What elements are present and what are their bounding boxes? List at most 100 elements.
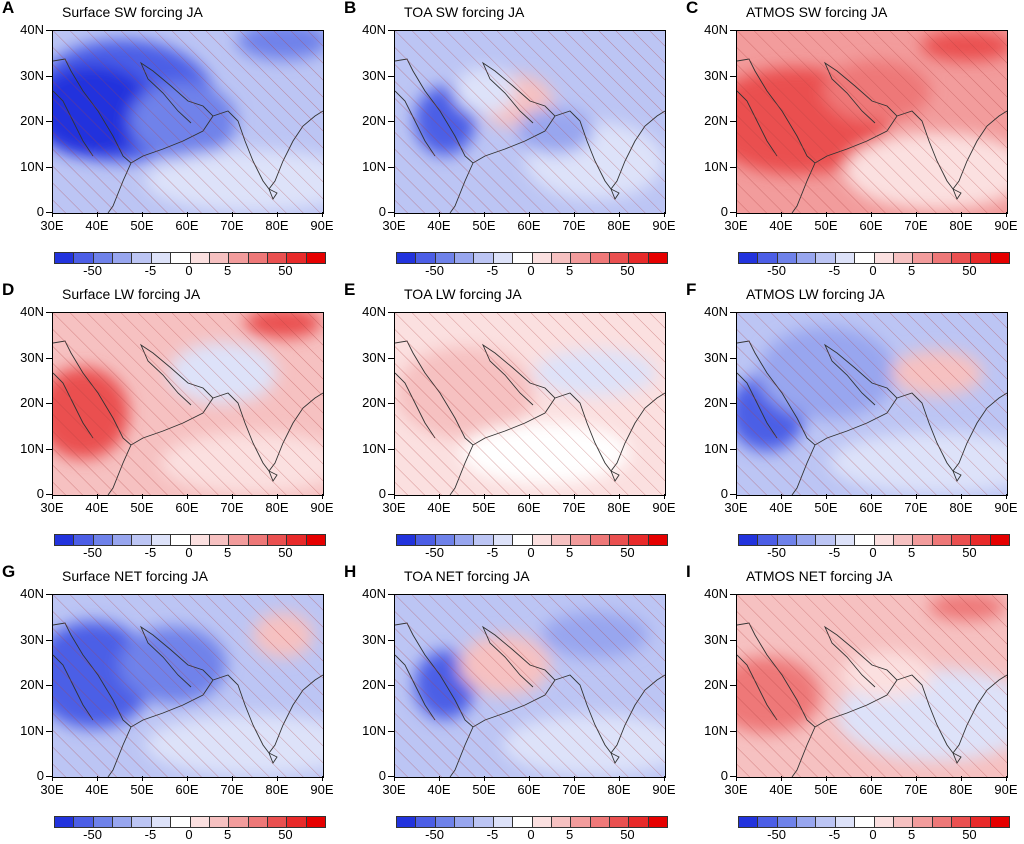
- lon-tick-label: 90E: [310, 782, 334, 797]
- map-plot: [52, 312, 324, 496]
- panel-letter: H: [344, 562, 357, 581]
- colorbar-swatch: [74, 535, 94, 545]
- lon-tick-label: 70E: [220, 500, 244, 515]
- lat-tick-mark: [730, 312, 736, 313]
- colorbar: [738, 534, 1010, 546]
- lon-tick-mark: [322, 212, 323, 217]
- lon-tick-mark: [961, 212, 962, 217]
- colorbar-swatch: [493, 253, 514, 263]
- lon-tick-mark: [277, 212, 278, 217]
- colorbar-label: 0: [869, 263, 877, 278]
- colorbar-label: 50: [278, 545, 293, 560]
- lon-tick-mark: [439, 776, 440, 781]
- colorbar-swatch: [532, 535, 552, 545]
- lat-tick-label: 0: [378, 486, 386, 501]
- lat-tick-mark: [730, 75, 736, 77]
- lon-tick-label: 50E: [814, 218, 838, 233]
- panel-letter: B: [344, 0, 357, 17]
- colorbar-swatch: [532, 817, 552, 827]
- lon-tick-label: 60E: [517, 218, 541, 233]
- panel-title: ATMOS NET forcing JA: [746, 568, 893, 584]
- lon-tick-mark: [97, 212, 98, 217]
- map-plot: [52, 30, 324, 214]
- significance-hatching: [395, 313, 665, 495]
- lat-tick-mark: [730, 357, 736, 359]
- lon-tick-mark: [619, 776, 620, 781]
- lon-tick-label: 70E: [904, 782, 928, 797]
- colorbar-label: 50: [620, 263, 635, 278]
- lon-tick-label: 90E: [994, 500, 1018, 515]
- lon-tick-mark: [871, 212, 872, 217]
- colorbar-swatch: [629, 535, 649, 545]
- colorbar-swatch: [758, 817, 778, 827]
- colorbar-swatch: [74, 817, 94, 827]
- colorbar-swatch: [151, 535, 172, 545]
- colorbar-swatch: [855, 535, 875, 545]
- lon-tick-label: 80E: [949, 218, 973, 233]
- colorbar-swatch: [990, 535, 1010, 545]
- lon-tick-mark: [277, 776, 278, 781]
- lon-tick-mark: [394, 494, 395, 499]
- lon-tick-mark: [1006, 494, 1007, 499]
- colorbar-swatch: [816, 535, 836, 545]
- colorbar-label: 5: [223, 827, 232, 842]
- colorbar: [396, 816, 668, 828]
- colorbar-swatch: [629, 253, 649, 263]
- colorbar-swatch: [609, 535, 630, 545]
- lat-tick-mark: [46, 212, 52, 213]
- lat-tick-mark: [730, 121, 736, 122]
- panel-i: I ATMOS NET forcing JA 40N 30N 20N 10N 0 30E 40E…: [684, 562, 1024, 844]
- lon-tick-label: 80E: [949, 782, 973, 797]
- colorbar-swatch: [609, 817, 630, 827]
- colorbar-swatch: [513, 535, 533, 545]
- lon-tick-label: 50E: [472, 782, 496, 797]
- lon-tick-mark: [187, 776, 188, 781]
- lat-tick-mark: [388, 594, 394, 595]
- lon-tick-label: 60E: [859, 500, 883, 515]
- lon-tick-label: 50E: [130, 500, 154, 515]
- lon-tick-mark: [916, 212, 917, 217]
- colorbar-label: -50: [83, 827, 102, 842]
- colorbar-swatch: [758, 253, 778, 263]
- colorbar-label: 5: [907, 827, 916, 842]
- lon-tick-label: 30E: [40, 782, 64, 797]
- colorbar-label: 5: [907, 545, 916, 560]
- lat-tick-mark: [46, 75, 52, 77]
- lon-tick-mark: [1006, 776, 1007, 781]
- lat-tick-mark: [730, 776, 736, 777]
- colorbar-swatch: [971, 535, 991, 545]
- lat-tick-label: 40N: [362, 586, 386, 601]
- lat-tick-label: 10N: [362, 722, 386, 738]
- lon-tick-mark: [439, 494, 440, 499]
- lat-tick-label: 10N: [704, 158, 728, 174]
- colorbar-swatch: [416, 535, 436, 545]
- lat-tick-mark: [46, 166, 52, 168]
- contour-map: [395, 595, 665, 777]
- map-plot: [52, 594, 324, 778]
- lon-tick-label: 70E: [904, 218, 928, 233]
- colorbar-label: -5: [828, 827, 841, 842]
- lat-tick-label: 20N: [704, 395, 728, 410]
- colorbar: [54, 534, 326, 546]
- lon-tick-mark: [52, 212, 53, 217]
- colorbar-swatch: [267, 535, 288, 545]
- lat-tick-label: 10N: [362, 158, 386, 174]
- lat-tick-label: 30N: [704, 349, 728, 365]
- colorbar-swatch: [990, 253, 1010, 263]
- lat-tick-mark: [388, 312, 394, 313]
- lon-tick-label: 40E: [769, 500, 793, 515]
- lon-tick-mark: [916, 776, 917, 781]
- colorbar-swatch: [493, 535, 514, 545]
- lat-tick-mark: [388, 776, 394, 777]
- colorbar-swatch: [171, 817, 191, 827]
- colorbar-swatch: [571, 535, 591, 545]
- lon-tick-mark: [322, 776, 323, 781]
- lon-tick-label: 30E: [724, 218, 748, 233]
- contour-map: [53, 31, 323, 213]
- panel-a: A Surface SW forcing JA 40N 30N 20N 10N 0 30E 40…: [0, 0, 340, 280]
- panel-letter: I: [686, 562, 691, 581]
- colorbar-swatch: [474, 535, 494, 545]
- lat-tick-label: 0: [720, 768, 728, 783]
- lat-tick-mark: [46, 639, 52, 641]
- lat-tick-label: 40N: [704, 304, 728, 319]
